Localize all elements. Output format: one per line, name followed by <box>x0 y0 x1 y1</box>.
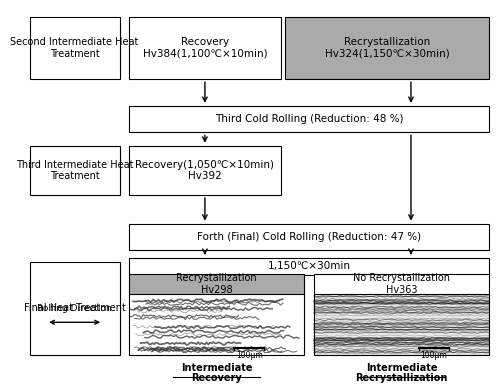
Text: Recrystallization
Hv298: Recrystallization Hv298 <box>176 273 257 295</box>
FancyBboxPatch shape <box>129 223 489 250</box>
FancyBboxPatch shape <box>129 294 304 355</box>
FancyBboxPatch shape <box>30 262 120 355</box>
Text: Recovery(1,050℃×10min)
Hv392: Recovery(1,050℃×10min) Hv392 <box>136 159 274 181</box>
Text: Final Heat Treatment: Final Heat Treatment <box>24 303 126 313</box>
FancyBboxPatch shape <box>129 258 489 275</box>
FancyBboxPatch shape <box>129 274 304 295</box>
FancyBboxPatch shape <box>286 17 489 79</box>
FancyBboxPatch shape <box>30 17 120 79</box>
FancyBboxPatch shape <box>129 106 489 132</box>
Text: No Recrystallization
Hv363: No Recrystallization Hv363 <box>353 273 450 295</box>
FancyBboxPatch shape <box>129 17 280 79</box>
Text: Recrystallization: Recrystallization <box>356 373 448 383</box>
Text: Second Intermediate Heat
Treatment: Second Intermediate Heat Treatment <box>10 37 139 59</box>
Text: 1,150℃×30min: 1,150℃×30min <box>268 261 350 271</box>
FancyBboxPatch shape <box>30 146 120 195</box>
FancyBboxPatch shape <box>314 294 489 355</box>
FancyBboxPatch shape <box>314 274 489 295</box>
Text: Intermediate: Intermediate <box>181 363 252 373</box>
Text: Recrystallization
Hv324(1,150℃×30min): Recrystallization Hv324(1,150℃×30min) <box>325 37 450 59</box>
Text: Third Cold Rolling (Reduction: 48 %): Third Cold Rolling (Reduction: 48 %) <box>215 114 404 124</box>
Text: Intermediate: Intermediate <box>366 363 437 373</box>
Text: Recovery: Recovery <box>192 373 242 383</box>
Text: 100μm: 100μm <box>236 351 262 360</box>
Text: Rolling Direction: Rolling Direction <box>38 304 112 313</box>
Text: Recovery
Hv384(1,100℃×10min): Recovery Hv384(1,100℃×10min) <box>142 37 267 59</box>
FancyBboxPatch shape <box>129 146 280 195</box>
Text: 100μm: 100μm <box>420 351 448 360</box>
Text: Forth (Final) Cold Rolling (Reduction: 47 %): Forth (Final) Cold Rolling (Reduction: 4… <box>197 232 421 242</box>
Text: Third Intermediate Heat
Treatment: Third Intermediate Heat Treatment <box>16 159 134 181</box>
